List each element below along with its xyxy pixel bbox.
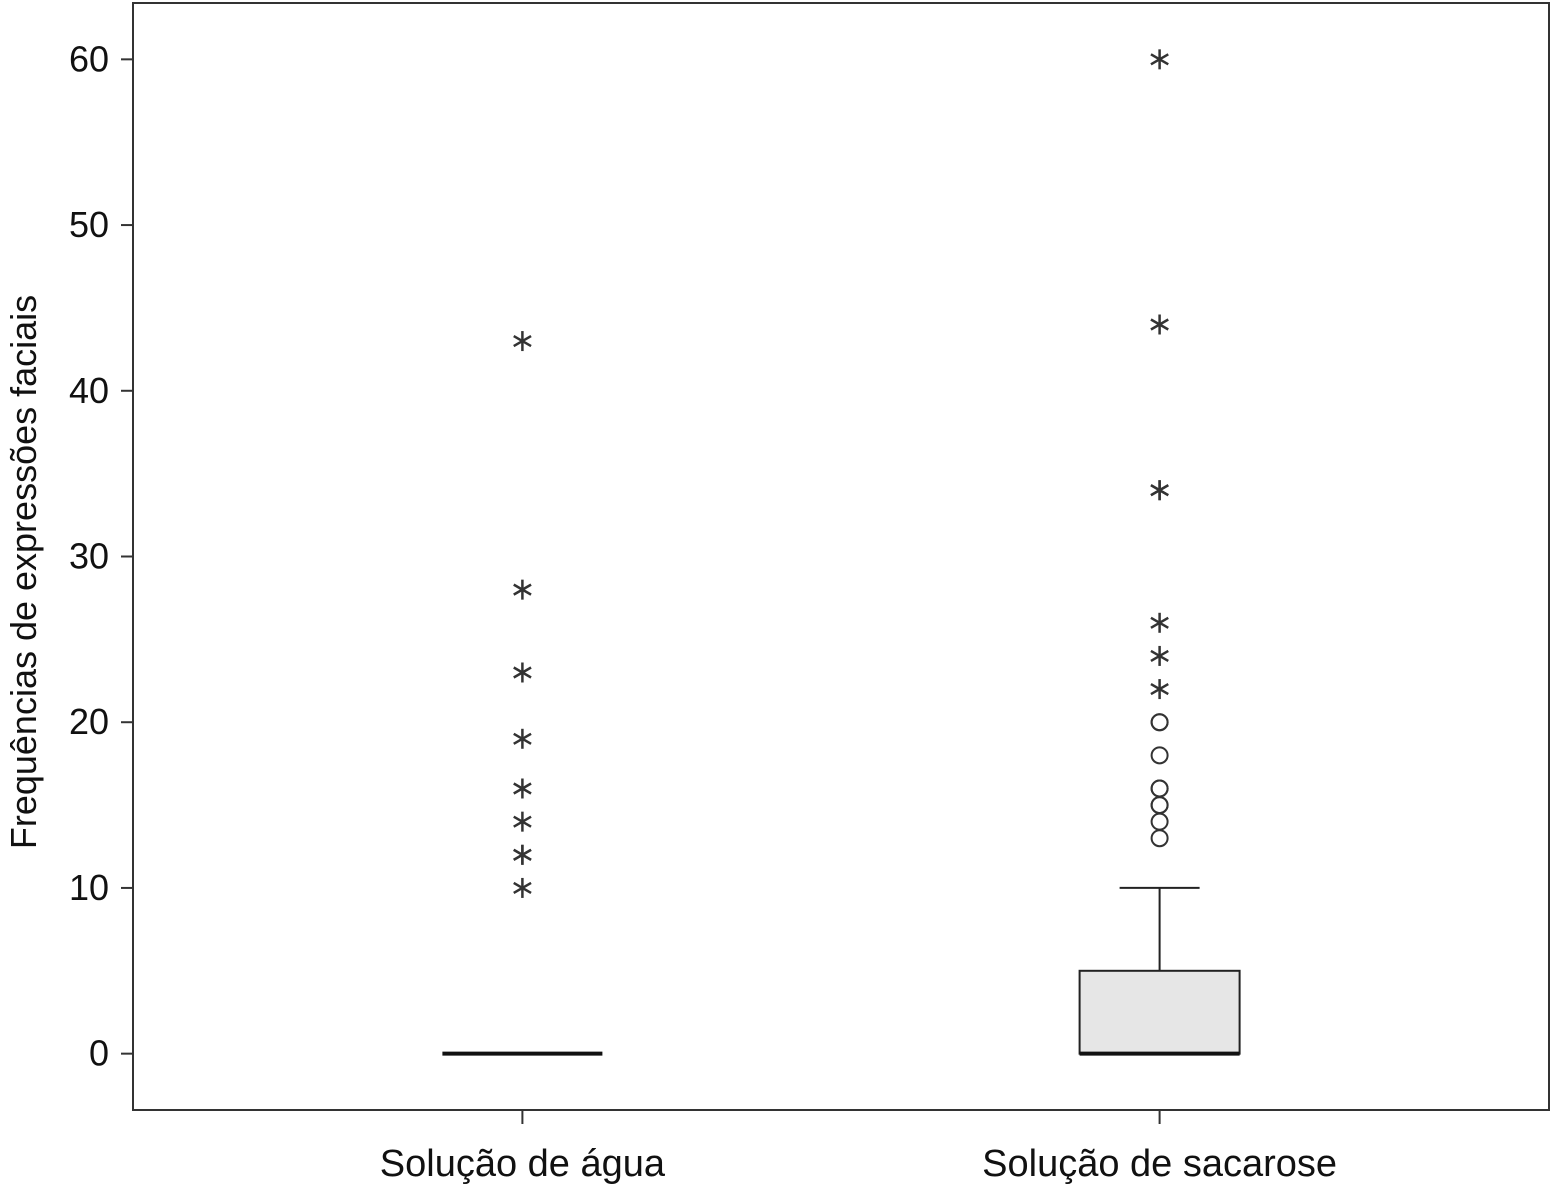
y-tick-label: 20 xyxy=(69,701,109,742)
extreme-marker xyxy=(1150,314,1169,335)
extreme-marker xyxy=(513,579,532,600)
x-axis: Solução de água Solução de sacarose xyxy=(380,1110,1337,1185)
extreme-marker xyxy=(1150,679,1169,700)
extreme-marker xyxy=(513,778,532,799)
outlier-marker xyxy=(1150,746,1169,765)
extreme-marker xyxy=(513,844,532,865)
extreme-marker xyxy=(1150,480,1169,501)
y-tick-label: 40 xyxy=(69,370,109,411)
extreme-marker xyxy=(513,662,532,683)
y-tick-label: 30 xyxy=(69,536,109,577)
extreme-marker xyxy=(1150,49,1169,70)
extreme-marker xyxy=(1150,612,1169,633)
marker-group xyxy=(513,49,1169,898)
outlier-marker xyxy=(1150,713,1169,732)
box xyxy=(1078,969,1241,1055)
plot-frame xyxy=(132,2,1550,1111)
extreme-marker xyxy=(513,811,532,832)
extreme-marker xyxy=(1150,645,1169,666)
extreme-marker xyxy=(513,728,532,749)
y-tick-label: 0 xyxy=(89,1033,109,1074)
y-axis-title: Frequências de expressões faciais xyxy=(3,295,44,849)
outlier-marker xyxy=(1150,779,1169,798)
y-tick-label: 60 xyxy=(69,38,109,79)
box-group xyxy=(442,886,1241,1056)
extreme-marker xyxy=(513,877,532,898)
y-tick-label: 10 xyxy=(69,867,109,908)
x-tick-label: Solução de sacarose xyxy=(982,1143,1337,1185)
x-tick-label: Solução de água xyxy=(380,1143,666,1185)
extreme-marker xyxy=(513,331,532,352)
y-tick-label: 50 xyxy=(69,204,109,245)
y-axis: 0 10 20 30 40 50 60 xyxy=(69,38,133,1074)
